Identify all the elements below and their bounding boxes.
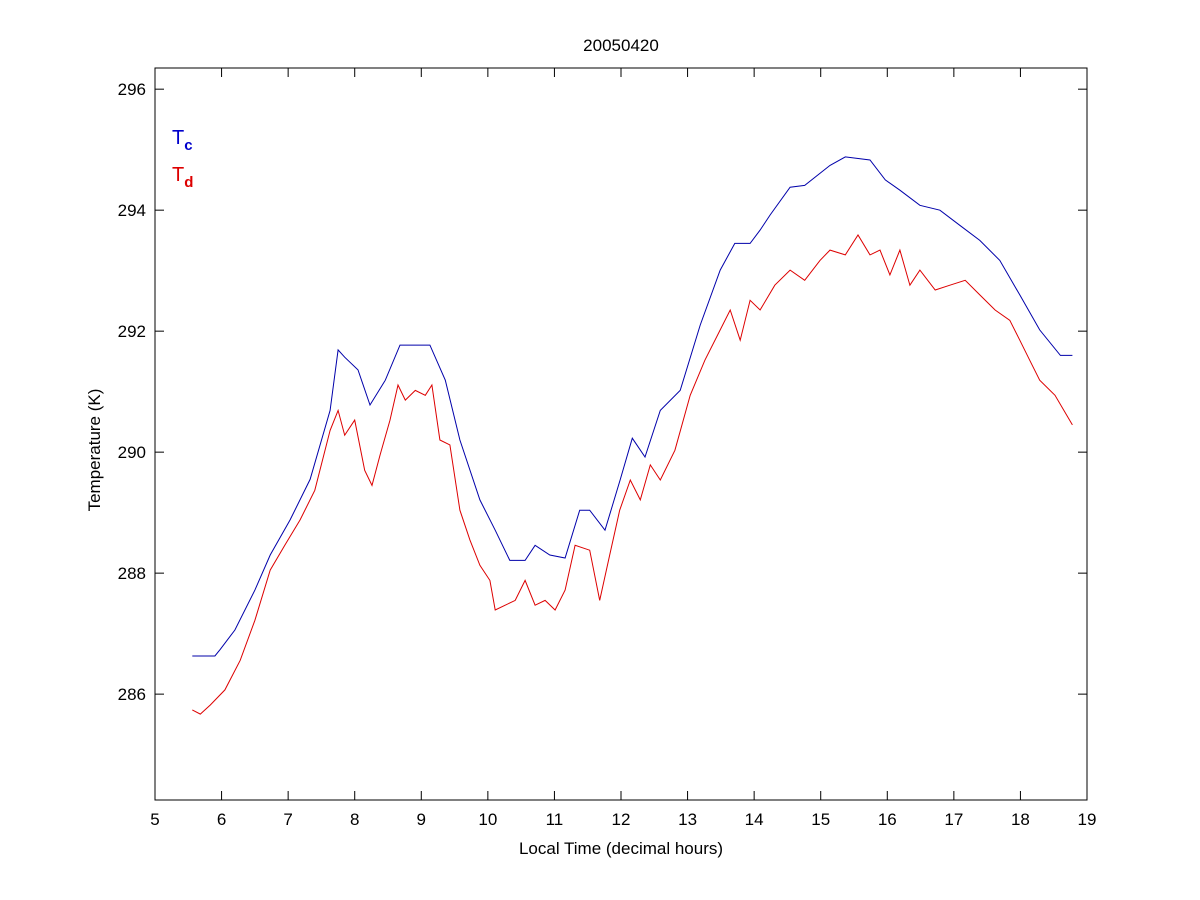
legend-td: Td	[172, 164, 193, 191]
series-line-td	[192, 234, 1073, 715]
chart-title: 20050420	[583, 36, 659, 55]
x-axis-label: Local Time (decimal hours)	[519, 839, 723, 858]
series-line-tc	[192, 156, 1073, 657]
y-axis-label: Temperature (K)	[85, 389, 104, 512]
x-tick-label: 11	[546, 810, 564, 829]
y-tick-label: 292	[118, 322, 146, 341]
x-tick-label: 9	[417, 810, 426, 829]
x-tick-label: 5	[150, 810, 159, 829]
x-tick-label: 13	[678, 810, 697, 829]
x-tick-label: 16	[878, 810, 897, 829]
x-tick-label: 18	[1011, 810, 1030, 829]
legend-tc: Tc	[172, 127, 193, 154]
y-tick-label: 290	[118, 443, 146, 462]
x-tick-label: 7	[283, 810, 292, 829]
x-tick-label: 8	[350, 810, 359, 829]
plot-frame	[154, 67, 1088, 801]
y-tick-label: 294	[118, 201, 146, 220]
legend: Tc Td	[172, 127, 193, 191]
x-tick-label: 12	[612, 810, 631, 829]
x-tick-label: 10	[478, 810, 497, 829]
x-tick-label: 19	[1078, 810, 1097, 829]
x-tick-label: 6	[217, 810, 226, 829]
x-tick-label: 17	[944, 810, 963, 829]
y-tick-label: 296	[118, 80, 146, 99]
y-tick-label: 288	[118, 564, 146, 583]
y-tick-label: 286	[118, 685, 146, 704]
x-tick-label: 15	[811, 810, 830, 829]
x-tick-label: 14	[745, 810, 764, 829]
